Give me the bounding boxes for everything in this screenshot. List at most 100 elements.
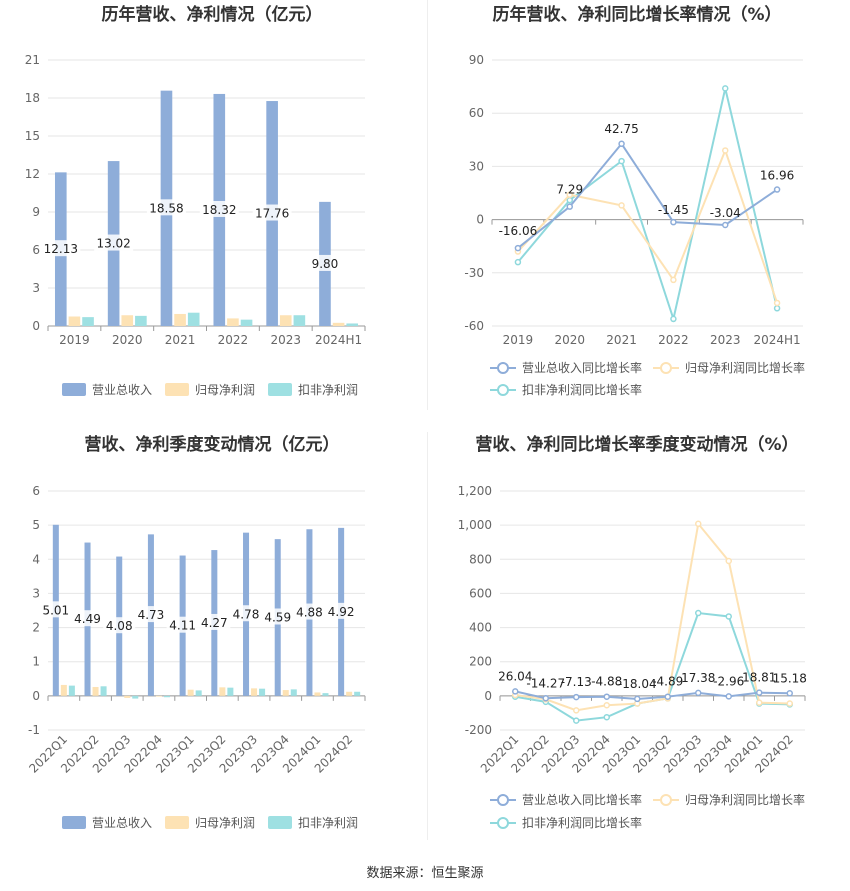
legend-label: 营业总收入同比增长率 [522,792,642,807]
data-label: -14.27 [526,676,565,690]
bar [92,686,99,696]
data-label: 17.76 [255,207,289,221]
data-label: 26.04 [498,669,532,683]
y-tick-label: 3 [32,281,40,295]
y-tick-label: 60 [469,106,484,120]
series-point [618,202,625,209]
data-label: 17.38 [681,671,715,685]
panel-divider [427,0,428,410]
data-label-bg [252,204,292,221]
legend-label: 营业总收入 [92,383,152,397]
series-point [603,713,610,721]
bar [282,690,289,696]
annual-revenue-profit-svg: 历年营收、净利情况（亿元） 0 3 6 9 12 15 18 21 2019 2020 2021 202… [25,4,366,397]
series-point [722,147,729,154]
legend-marker [497,817,509,829]
series-point [670,315,677,323]
data-label: 16.96 [760,169,794,183]
bar [187,312,200,326]
bar [195,690,202,696]
y-tick-label: 1,000 [458,518,492,532]
legend-swatch [268,383,292,396]
y-tick-label: 0 [484,689,492,703]
bar [132,695,139,699]
y-tick-label: 1,200 [458,484,492,498]
series-point [512,688,519,695]
x-tick-label: 2024H1 [315,333,362,347]
chart-title: 营收、净利季度变动情况（亿元） [85,434,340,455]
data-label-bg [39,601,72,618]
data-label: 4.78 [233,607,260,621]
bar [60,684,67,696]
data-label-bg [146,199,186,216]
x-tick-label: 2022 [658,333,689,347]
series-point [573,693,580,701]
bar [346,323,359,326]
series-point [725,613,732,620]
y-tick-label: 90 [469,53,484,67]
data-label-bg [199,200,239,217]
bar [100,686,107,696]
y-tick-label: -200 [465,723,492,737]
series-point [542,695,549,702]
x-tick-label: 2019 [59,333,90,347]
series-point [634,695,641,703]
bar [240,319,253,326]
data-label-bg [308,254,341,271]
bar [227,687,234,696]
x-tick-label: 2023 [710,333,741,347]
legend-label: 归母净利润 [195,816,255,830]
series-line [517,142,778,249]
y-tick-label: -1 [28,723,40,737]
data-label: 12.13 [44,242,78,256]
bar [354,691,361,696]
data-label: 4.11 [169,619,196,633]
y-tick-label: 2 [32,621,40,635]
data-label: 7.29 [556,183,583,197]
data-label: 4.88 [296,606,323,620]
data-label: 18.58 [149,201,183,215]
data-label-bg [71,610,104,627]
series-point [773,305,781,312]
data-label: -18.04 [618,677,657,691]
bar [332,322,345,326]
data-label: -2.96 [713,674,744,688]
data-label: 5.01 [42,603,69,617]
legend-swatch [268,816,292,829]
y-tick-label: 6 [32,243,40,257]
y-tick-label: 9 [32,205,40,219]
y-tick-label: -30 [464,266,484,280]
y-tick-label: 12 [25,167,40,181]
series-point [756,689,763,696]
series-point [695,520,702,528]
series-point [773,299,781,307]
x-tick-label: 2020 [554,333,585,347]
quarterly-growth-rate-svg: 营收、净利同比增长率季度变动情况（%） -200 0 200 400 600 800 1,00… [458,434,807,830]
data-label-bg [261,608,294,625]
legend-label: 扣非净利润同比增长率 [522,815,642,830]
data-label-bg [41,240,81,257]
y-tick-label: 5 [32,518,40,532]
series-point [670,276,677,284]
data-label-bg [103,617,136,634]
y-tick-label: 800 [469,552,492,566]
x-tick-label: 2019 [503,333,534,347]
data-label: 4.08 [106,619,133,633]
data-label: 4.73 [138,608,165,622]
data-label: -4.88 [591,675,622,689]
data-label: -3.04 [710,206,741,220]
series-point [573,707,580,714]
data-label-bg [198,613,231,630]
data-label: -1.45 [658,203,689,217]
quarterly-growth-rate-chart: 营收、净利同比增长率季度变动情况（%） -200 0 200 400 600 800 1,00… [425,430,850,860]
data-label-bg [134,606,167,623]
bar [163,695,170,698]
series-point [566,203,573,210]
legend-swatch [62,816,86,829]
bar [322,693,329,696]
y-tick-label: 0 [32,319,40,333]
series-point [722,85,729,92]
legend-marker [660,362,672,374]
legend-swatch [165,383,189,396]
bar [290,689,297,696]
